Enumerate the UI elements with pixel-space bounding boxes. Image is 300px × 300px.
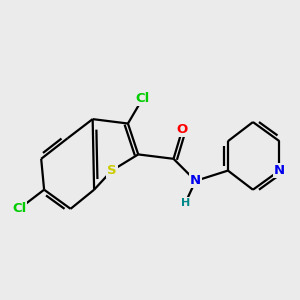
- Text: Cl: Cl: [12, 202, 26, 215]
- Text: N: N: [190, 174, 201, 188]
- Text: H: H: [181, 198, 190, 208]
- Text: O: O: [177, 123, 188, 136]
- Text: N: N: [274, 164, 285, 177]
- Text: Cl: Cl: [136, 92, 150, 105]
- Text: S: S: [107, 164, 117, 177]
